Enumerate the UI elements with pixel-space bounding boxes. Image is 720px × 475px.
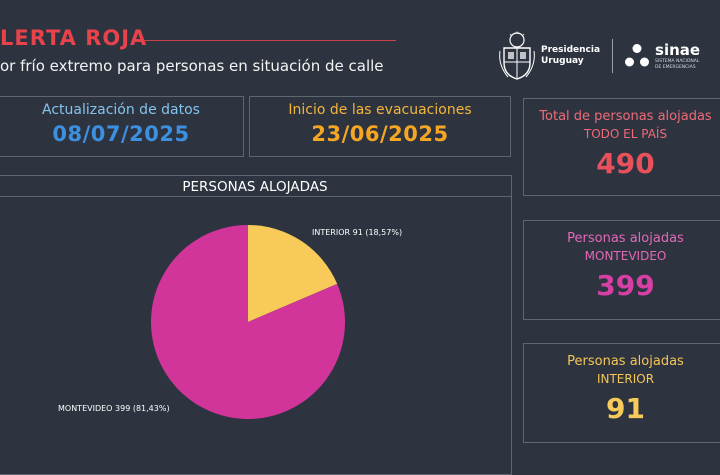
stat-montevideo-label: Personas alojadas xyxy=(567,231,684,246)
stat-montevideo-scope: MONTEVIDEO xyxy=(584,249,667,263)
chart-title-divider xyxy=(0,196,511,197)
stat-total-label: Total de personas alojadas xyxy=(539,109,712,124)
stat-total-scope: TODO EL PAÍS xyxy=(583,127,668,141)
sinae-triad-icon xyxy=(625,44,650,67)
update-date-label: Actualización de datos xyxy=(42,102,200,118)
sinae-subtitle-1: SISTEMA NACIONAL xyxy=(655,58,700,64)
evacuation-date-card: Inicio de las evacuaciones 23/06/2025 xyxy=(249,96,511,157)
sinae-name: sinae xyxy=(655,40,701,59)
presidencia-logo-text: Presidencia Uruguay xyxy=(541,45,600,67)
pie-chart xyxy=(150,225,345,419)
pie-label-montevideo: MONTEVIDEO 399 (81,43%) xyxy=(58,404,170,413)
presidencia-name: Presidencia xyxy=(541,45,601,55)
stat-card-montevideo: Personas alojadas MONTEVIDEO 399 xyxy=(523,220,720,320)
logo-separator xyxy=(612,39,614,73)
presidencia-country: Uruguay xyxy=(541,56,584,66)
evacuation-date-value: 23/06/2025 xyxy=(311,122,449,146)
sinae-subtitle-2: DE EMERGENCIAS xyxy=(655,64,696,70)
stat-interior-label: Personas alojadas xyxy=(567,354,684,369)
stat-card-total: Total de personas alojadas TODO EL PAÍS … xyxy=(523,98,720,196)
sinae-logo-text: sinae SISTEMA NACIONAL DE EMERGENCIAS xyxy=(655,40,701,70)
stat-interior-value: 91 xyxy=(606,392,645,425)
alert-title: LERTA ROJA xyxy=(0,26,148,50)
uruguay-shield-icon xyxy=(499,31,535,80)
pie-label-interior: INTERIOR 91 (18,57%) xyxy=(312,228,403,237)
stat-total-value: 490 xyxy=(596,147,655,180)
chart-title: PERSONAS ALOJADAS xyxy=(182,179,328,195)
logos-group: Presidencia Uruguay sinae SISTEMA NACION… xyxy=(498,30,700,82)
pie-slice-montevideo xyxy=(150,225,345,419)
evacuation-date-label: Inicio de las evacuaciones xyxy=(288,102,472,118)
pie-slice-interior xyxy=(248,225,338,322)
title-divider xyxy=(143,40,396,41)
update-date-value: 08/07/2025 xyxy=(52,122,190,146)
stat-interior-scope: INTERIOR xyxy=(596,372,655,386)
stat-montevideo-value: 399 xyxy=(596,269,655,302)
update-date-card: Actualización de datos 08/07/2025 xyxy=(0,96,244,157)
alert-subtitle: or frío extremo para personas en situaci… xyxy=(0,57,384,75)
stat-card-interior: Personas alojadas INTERIOR 91 xyxy=(523,343,720,443)
